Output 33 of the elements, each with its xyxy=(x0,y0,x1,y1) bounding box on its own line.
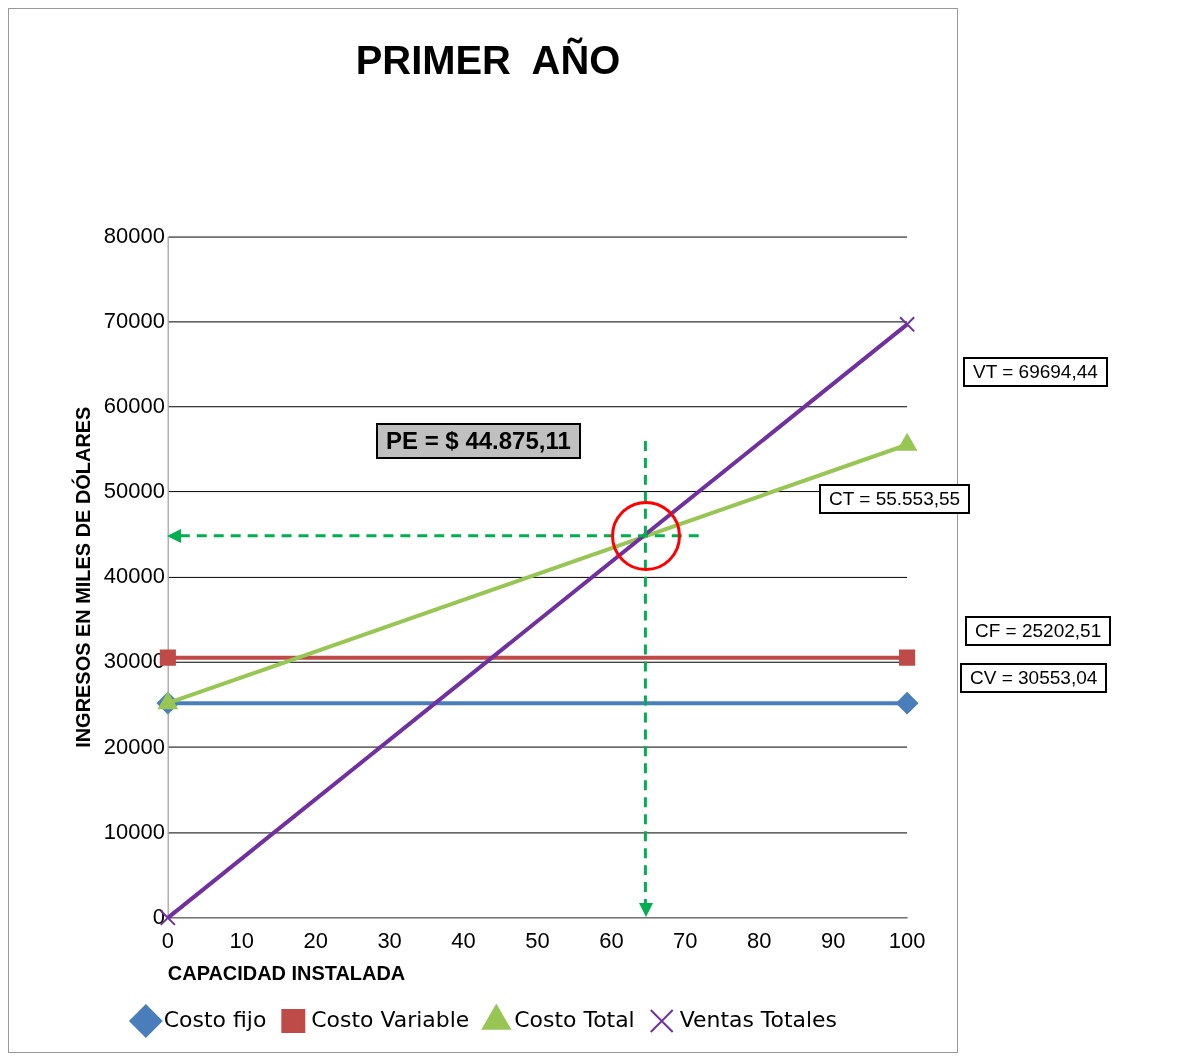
x-tick-label: 80 xyxy=(747,928,772,954)
text: CV = 30553,04 xyxy=(960,663,1108,693)
legend-label: Costo Variable xyxy=(311,1006,470,1032)
x-tick-label: 60 xyxy=(599,928,624,954)
x-tick-label: 70 xyxy=(673,928,698,954)
x-tick-label: 30 xyxy=(377,928,402,954)
point xyxy=(896,692,919,715)
point xyxy=(899,649,916,666)
text: CF = 25202,51 xyxy=(965,616,1112,646)
text: VT = 69694,44 xyxy=(963,357,1108,387)
legend-label: Costo Total xyxy=(514,1006,635,1032)
x-tick-label: 50 xyxy=(525,928,550,954)
x-tick-label: 40 xyxy=(451,928,476,954)
point xyxy=(899,316,916,333)
y-tick-label: 50000 xyxy=(103,478,165,504)
chart-title: PRIMER AÑO xyxy=(355,36,621,82)
annotation: CT = 55.553,55 xyxy=(819,484,971,514)
y-tick-label: 40000 xyxy=(103,563,165,589)
annotation: PE = $ 44.875,11 xyxy=(376,423,581,459)
y-tick-label: 70000 xyxy=(103,307,165,333)
y-tick-label: 60000 xyxy=(103,392,165,418)
x-tick-label: 100 xyxy=(888,928,926,954)
legend-label: Ventas Totales xyxy=(679,1006,837,1032)
y-tick-label: 10000 xyxy=(103,818,165,844)
x-tick-label: 10 xyxy=(229,928,254,954)
y-tick-label: 80000 xyxy=(103,222,165,248)
x-tick-label: 90 xyxy=(820,928,846,954)
x-tick-label: 20 xyxy=(303,928,328,954)
y-tick-label: 20000 xyxy=(103,733,165,759)
x-axis-title: CAPACIDAD INSTALADA xyxy=(167,961,406,984)
y-axis-title: INGRESOS EN MILES DE DÓLARES xyxy=(71,406,95,748)
y-tick-label: 0 xyxy=(152,903,165,929)
legend-label: Costo fijo xyxy=(163,1006,267,1032)
